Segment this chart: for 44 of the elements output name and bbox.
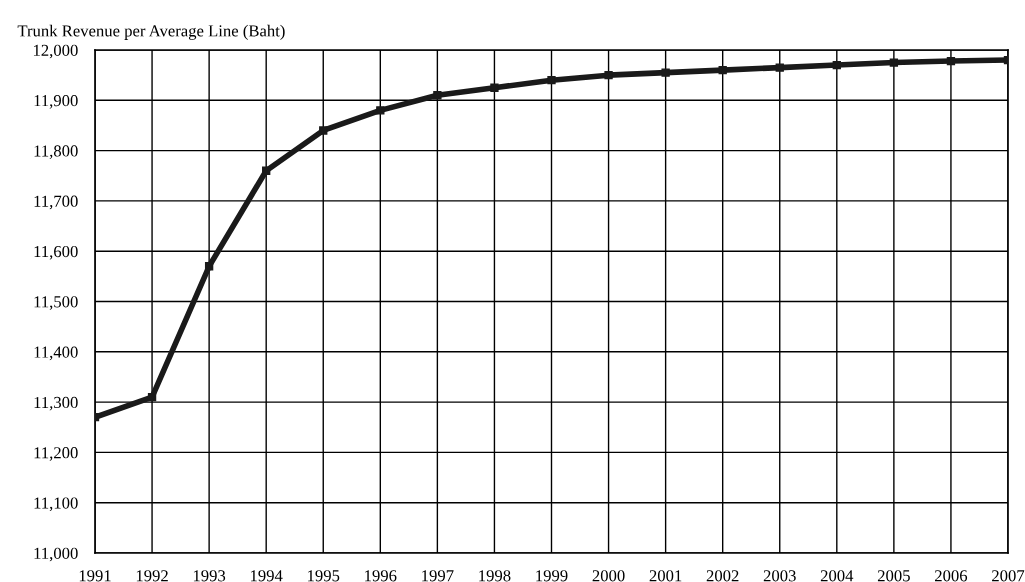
point [604,70,613,80]
y-tick-label: 11,000 [34,547,78,562]
y-axis-title: Trunk Revenue per Average Line (Baht) [17,24,285,40]
point [718,65,727,75]
x-tick-label: 2006 [935,570,968,582]
point [490,83,499,92]
y-tick-label: 11,800 [34,145,78,159]
y-tick-label: 11,300 [34,396,78,411]
x-tick-label: 2007 [992,570,1025,582]
x-tick-label: 1997 [422,570,454,582]
x-tick-label: 2003 [763,570,796,582]
point [433,91,442,100]
y-tick-label: 11,700 [34,195,78,210]
x-tick-label: 1998 [479,570,511,582]
y-tick-label: 11,500 [34,296,78,310]
x-tick-label: 1991 [79,570,111,582]
point [832,60,841,70]
x-tick-label: 1995 [308,570,340,582]
point [319,126,328,135]
x-tick-label: 2005 [877,570,910,582]
x-tick-label: 2002 [706,570,739,582]
point [775,63,784,72]
point [889,58,899,67]
point [547,76,556,85]
point [376,106,385,115]
point [262,166,271,175]
x-tick-label: 1993 [193,570,226,582]
point [946,56,956,66]
x-tick-label: 2000 [592,570,625,582]
x-tick-label: 1996 [365,570,397,582]
y-tick-label: 11,400 [34,346,78,361]
y-tick-label: 11,900 [34,95,78,109]
x-tick-label: 1999 [536,570,568,582]
y-tick-label: 12,000 [33,44,78,59]
point [147,392,157,402]
x-tick-label: 1994 [250,570,283,582]
x-tick-label: 1992 [136,570,168,582]
point [204,262,214,271]
y-tick-label: 11,200 [34,447,78,461]
x-tick-label: 2004 [820,570,854,582]
y-tick-label: 11,600 [34,245,78,260]
y-tick-label: 11,100 [34,497,78,512]
x-tick-label: 2001 [649,570,682,582]
point [661,68,670,77]
